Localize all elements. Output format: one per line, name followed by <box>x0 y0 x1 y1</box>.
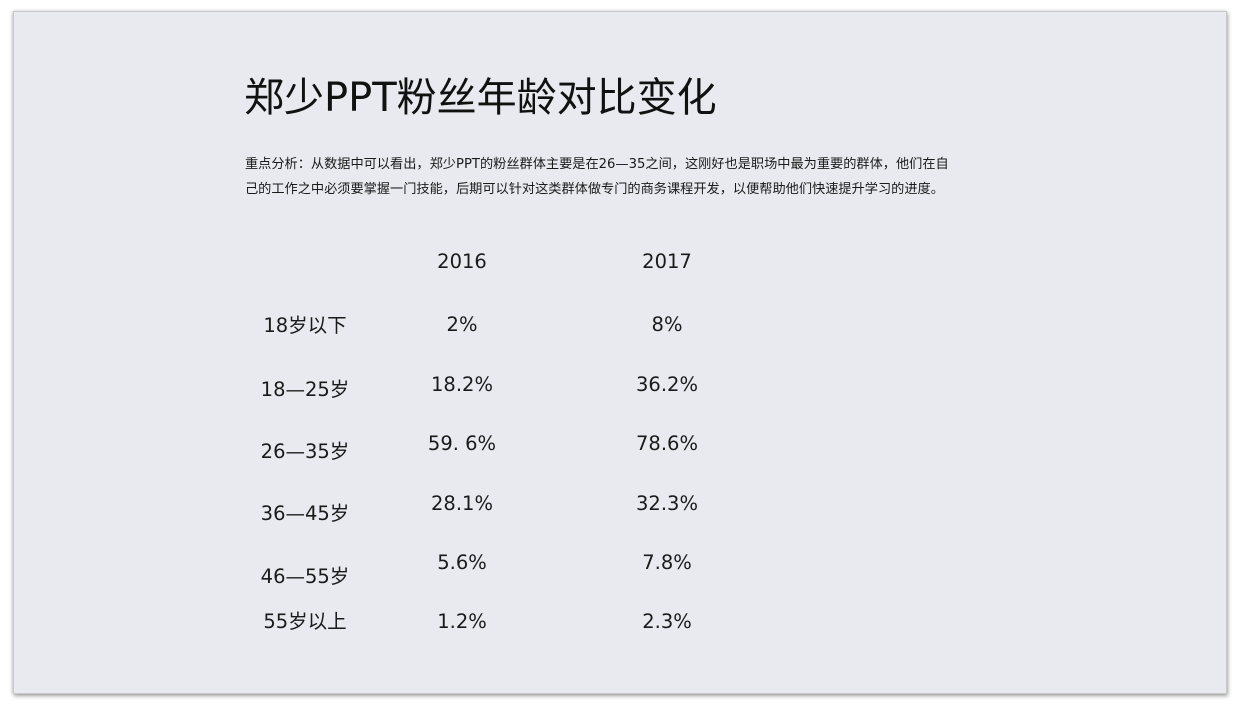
row-label: 18岁以下 <box>263 314 347 337</box>
value-2017: 32.3% <box>636 492 698 515</box>
value-2016: 5.6% <box>437 551 487 574</box>
value-2016: 28.1% <box>431 492 493 515</box>
analysis-line-2: 己的工作之中必须要掌握一门技能，后期可以针对这类群体做专门的商务课程开发，以便帮… <box>245 182 944 197</box>
row-label: 55岁以上 <box>263 610 347 633</box>
value-2016: 1.2% <box>437 610 487 633</box>
value-2017: 78.6% <box>636 432 698 455</box>
value-2017: 8% <box>651 313 683 336</box>
value-2017: 2.3% <box>642 610 692 633</box>
value-2017: 7.8% <box>642 551 692 574</box>
slide: 郑少PPT粉丝年龄对比变化 重点分析：从数据中可以看出，郑少PPT的粉丝群体主要… <box>13 11 1227 694</box>
column-header-2016: 2016 <box>437 250 487 273</box>
value-2016: 59. 6% <box>427 432 497 455</box>
row-label: 18—25岁 <box>260 378 350 401</box>
slide-title: 郑少PPT粉丝年龄对比变化 <box>244 75 717 121</box>
row-label: 46—55岁 <box>260 565 350 588</box>
analysis-line-1: 重点分析：从数据中可以看出，郑少PPT的粉丝群体主要是在26—35之间，这刚好也… <box>245 157 949 172</box>
value-2016: 18.2% <box>431 373 493 396</box>
value-2017: 36.2% <box>636 373 698 396</box>
column-header-2017: 2017 <box>642 250 692 273</box>
row-label: 26—35岁 <box>260 440 350 463</box>
value-2016: 2% <box>446 313 478 336</box>
row-label: 36—45岁 <box>260 502 350 525</box>
analysis-text: 重点分析：从数据中可以看出，郑少PPT的粉丝群体主要是在26—35之间，这刚好也… <box>245 152 1005 202</box>
